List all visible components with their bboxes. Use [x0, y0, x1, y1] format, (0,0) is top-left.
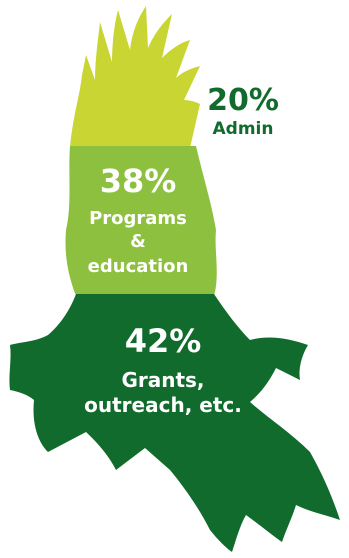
slice-programs: [65, 146, 217, 294]
category-label-grants-0: Grants,: [121, 368, 204, 392]
category-label-grants-1: outreach, etc.: [84, 393, 242, 417]
category-label-admin-0: Admin: [213, 119, 274, 139]
value-label-programs: 38%: [100, 162, 177, 200]
category-label-programs-2: education: [88, 256, 189, 277]
value-label-admin: 20%: [207, 83, 279, 118]
slice-grants: [9, 294, 341, 552]
value-label-grants: 42%: [125, 322, 202, 360]
category-label-programs-1: &: [130, 231, 146, 252]
slice-admin: [70, 6, 200, 146]
category-label-programs-0: Programs: [89, 208, 187, 229]
